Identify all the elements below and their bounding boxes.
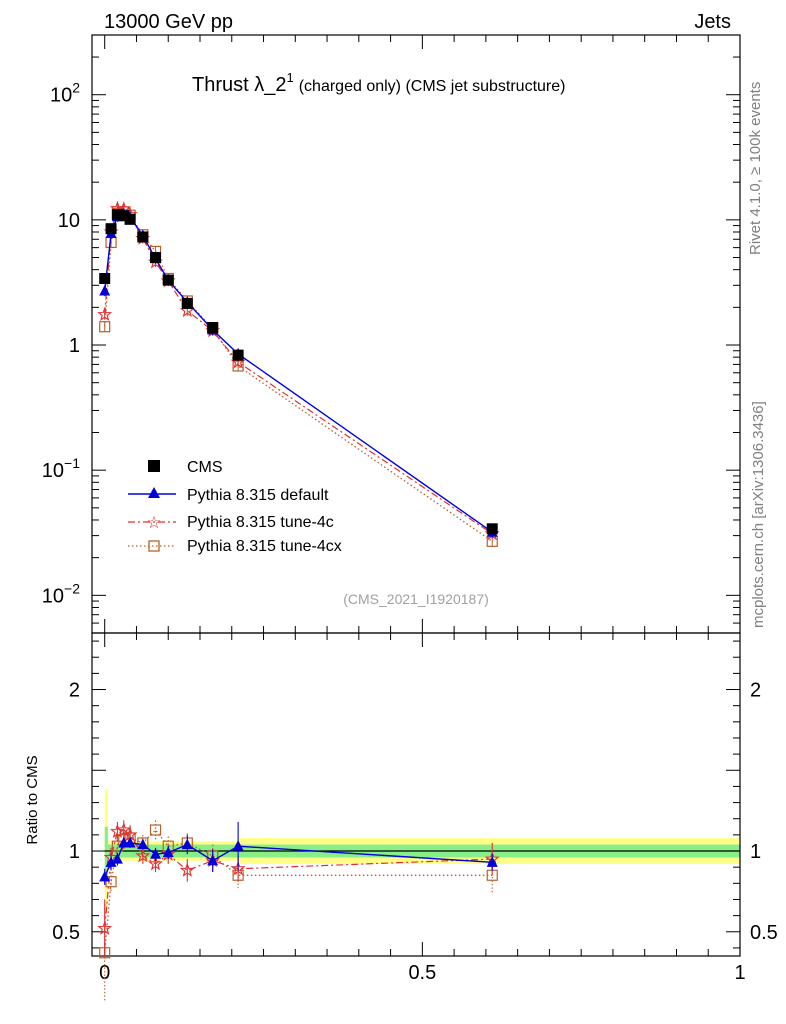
data-point-default bbox=[232, 840, 244, 851]
ratio-frame bbox=[91, 632, 741, 957]
data-point-tune4cx bbox=[99, 321, 111, 333]
y-tick-label: 10−2 bbox=[42, 580, 80, 607]
legend-marker-default bbox=[148, 487, 160, 498]
series-line-default bbox=[104, 212, 493, 533]
header-left: 13000 GeV pp bbox=[104, 11, 233, 33]
y-tick-label: 102 bbox=[50, 80, 80, 107]
x-tick-label: 0 bbox=[99, 962, 110, 984]
data-point-cms bbox=[99, 273, 111, 285]
ratio-line-tune4c bbox=[104, 829, 493, 929]
data-point-default bbox=[99, 870, 111, 882]
legend-marker-tune4cx bbox=[148, 540, 160, 552]
plot-title-main: Thrust λ_2 bbox=[192, 74, 286, 96]
x-tick-label: 0.5 bbox=[408, 962, 436, 984]
data-point-default bbox=[181, 838, 193, 850]
ratio-y-tick-label-right: 0.5 bbox=[750, 922, 778, 944]
ratio-y-tick-label: 0.5 bbox=[52, 922, 80, 944]
data-point-cms bbox=[162, 274, 174, 286]
mcplots-label: mcplots.cern.ch [arXiv:1306.3436] bbox=[750, 401, 767, 628]
ratio-panel: Ratio to CMS 0 0.5 10.5 0.51 12 2 bbox=[24, 632, 778, 1002]
data-point-default bbox=[99, 285, 111, 296]
ratio-y-tick-label: 2 bbox=[69, 680, 80, 702]
data-point-tune4c bbox=[230, 860, 246, 876]
plot-title-rest: (charged only) (CMS jet substructure) bbox=[299, 78, 566, 95]
data-point-cms bbox=[181, 297, 193, 309]
y-tick-label: 1 bbox=[69, 335, 80, 357]
data-point-cms bbox=[150, 252, 162, 264]
series-line-tune4c bbox=[104, 207, 493, 535]
plot-title: Thrust λ_21 (charged only) (CMS jet subst… bbox=[192, 70, 565, 96]
data-point-tune4c bbox=[97, 920, 113, 935]
y-tick-label: 10 bbox=[58, 210, 80, 232]
data-point-default bbox=[105, 856, 117, 867]
plot-title-sup: 1 bbox=[286, 70, 293, 85]
data-point-tune4cx bbox=[105, 876, 117, 888]
data-point-default bbox=[207, 854, 219, 866]
data-point-tune4c bbox=[109, 823, 125, 838]
main-panel: Thrust λ_21(charged only) (CMS jet subst… bbox=[42, 34, 741, 647]
header-right: Jets bbox=[694, 11, 731, 33]
data-point-tune4cx bbox=[149, 824, 162, 836]
data-point-cms bbox=[137, 231, 149, 243]
data-point-default bbox=[150, 848, 162, 859]
ratio-ylabel: Ratio to CMS bbox=[24, 755, 41, 844]
data-point-cms bbox=[105, 223, 117, 235]
data-point-cms bbox=[124, 213, 136, 225]
legend-label-tune4cx: Pythia 8.315 tune-4cx bbox=[187, 538, 342, 555]
legend: CMS Pythia 8.315 default ☆ Pythia 8.315 … bbox=[128, 459, 342, 555]
data-point-default bbox=[162, 846, 174, 858]
ratio-y-tick-label-right: 2 bbox=[750, 680, 761, 702]
legend-label-default: Pythia 8.315 default bbox=[187, 487, 329, 504]
data-point-default bbox=[137, 838, 149, 850]
ratio-y-tick-label: 1 bbox=[69, 841, 80, 863]
x-tick-label: 1 bbox=[734, 962, 745, 984]
data-point-tune4c bbox=[179, 862, 195, 877]
y-tick-label: 10−1 bbox=[42, 455, 80, 482]
data-point-cms bbox=[118, 210, 130, 222]
data-point-default bbox=[111, 853, 123, 864]
data-point-default bbox=[124, 836, 136, 848]
data-point-cms bbox=[111, 209, 123, 221]
data-point-tune4c bbox=[97, 306, 113, 321]
legend-marker-tune4c: ☆ bbox=[146, 513, 161, 532]
data-point-cms bbox=[232, 349, 244, 361]
rivet-label: Rivet 4.1.0, ≥ 100k events bbox=[747, 82, 764, 255]
legend-marker-cms bbox=[148, 460, 160, 472]
data-point-tune4c bbox=[135, 848, 151, 863]
data-point-default bbox=[486, 856, 498, 867]
analysis-watermark: (CMS_2021_I1920187) bbox=[343, 591, 489, 607]
legend-label-cms: CMS bbox=[187, 459, 223, 476]
ratio-y-tick-label-right: 1 bbox=[750, 841, 761, 863]
data-point-cms bbox=[207, 322, 219, 334]
data-point-cms bbox=[486, 523, 498, 535]
data-point-tune4c bbox=[147, 856, 164, 871]
legend-label-tune4c: Pythia 8.315 tune-4c bbox=[187, 514, 334, 531]
